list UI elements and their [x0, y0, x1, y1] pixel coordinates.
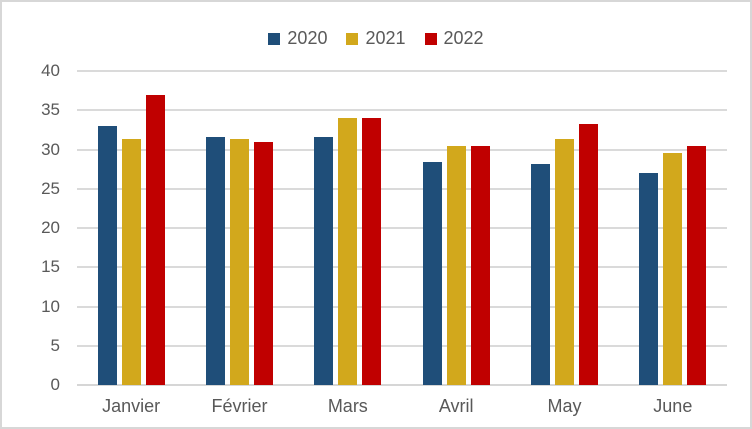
bar-2020-may[interactable]	[530, 163, 550, 385]
legend-item-2021[interactable]: 2021	[346, 28, 406, 49]
bar-2020-janvier[interactable]	[97, 125, 117, 385]
bar-2020-février[interactable]	[205, 136, 225, 385]
plot-area[interactable]	[77, 70, 727, 386]
legend-swatch-icon	[346, 32, 359, 45]
bar-2022-may[interactable]	[578, 123, 598, 385]
bar-2021-avril[interactable]	[446, 145, 466, 385]
gridline	[77, 109, 727, 112]
y-tick-label: 10	[41, 296, 60, 316]
bar-2021-mars[interactable]	[338, 118, 358, 385]
x-tick-label: Avril	[438, 396, 474, 416]
y-tick-label: 5	[50, 335, 60, 355]
y-axis: 0 5 10 15 20 25 30 35 40	[2, 62, 60, 394]
y-tick-label: 0	[50, 375, 60, 394]
legend-swatch-icon	[268, 32, 281, 45]
gridline	[77, 148, 727, 151]
bar-2021-june[interactable]	[663, 153, 683, 385]
bar-group-june	[619, 71, 727, 385]
y-tick-label: 20	[41, 218, 60, 237]
y-tick-label: 25	[41, 178, 60, 198]
legend-item-2022[interactable]: 2022	[424, 28, 484, 49]
bar-2022-février[interactable]	[253, 141, 273, 385]
gridline	[77, 227, 727, 229]
x-tick-label: Mars	[327, 396, 368, 416]
bar-2021-février[interactable]	[229, 139, 249, 385]
y-tick-label: 40	[41, 61, 60, 80]
x-tick-label: June	[653, 396, 693, 416]
x-tick-label: May	[547, 396, 582, 416]
chart-legend: 2020 2021 2022	[2, 28, 750, 49]
bar-group-janvier	[77, 71, 185, 385]
gridline	[77, 344, 727, 347]
bar-2021-may[interactable]	[554, 139, 574, 385]
legend-swatch-icon	[424, 32, 437, 45]
bar-group-mars	[294, 71, 402, 385]
gridline	[77, 305, 727, 308]
legend-label: 2020	[287, 28, 328, 48]
x-axis: Janvier Février Mars Avril May June	[77, 394, 727, 420]
legend-label: 2021	[365, 28, 406, 48]
x-tick-label: Janvier	[102, 396, 161, 416]
x-tick-label: Février	[211, 396, 268, 416]
y-tick-label: 15	[41, 257, 60, 277]
bar-2020-june[interactable]	[639, 173, 659, 385]
bar-2021-janvier[interactable]	[121, 139, 141, 385]
legend-item-2020[interactable]: 2020	[268, 28, 327, 49]
gridline	[77, 70, 727, 72]
gridline	[77, 266, 727, 269]
bar-group-février	[185, 71, 293, 385]
gridline	[77, 187, 727, 190]
y-tick-label: 35	[41, 100, 60, 120]
bar-2022-avril[interactable]	[470, 146, 490, 385]
bar-group-may	[510, 71, 618, 385]
bar-2022-mars[interactable]	[362, 118, 382, 385]
bar-2022-janvier[interactable]	[145, 94, 165, 385]
bar-2022-june[interactable]	[687, 145, 707, 385]
x-axis-line	[77, 384, 727, 386]
bar-2020-avril[interactable]	[422, 162, 442, 385]
bar-2020-mars[interactable]	[314, 136, 334, 385]
legend-label: 2022	[443, 28, 484, 48]
bar-group-avril	[402, 71, 510, 385]
y-tick-label: 30	[41, 139, 60, 159]
